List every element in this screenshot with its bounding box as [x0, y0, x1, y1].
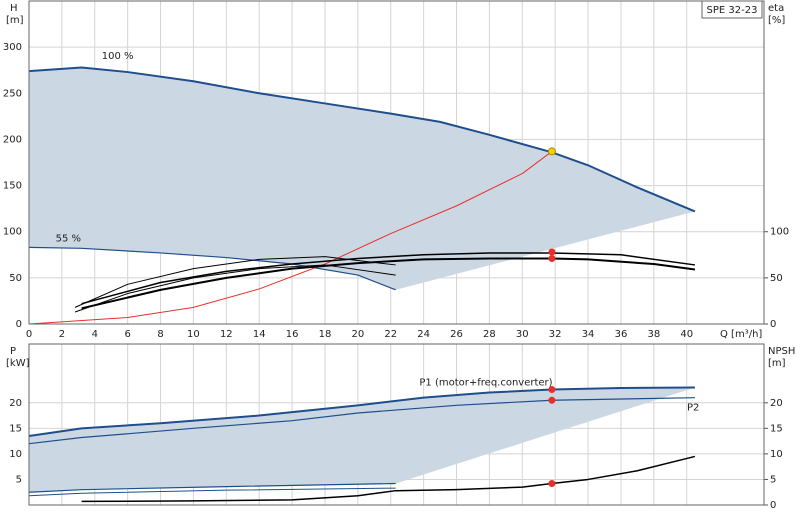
curve	[28, 246, 396, 291]
y-tick-label: 5	[16, 474, 22, 485]
series-label: P2	[687, 403, 699, 414]
y2-tick-label: 15	[770, 423, 783, 434]
curve	[28, 397, 695, 445]
y2-axis-label: eta	[768, 3, 784, 14]
y2-tick-label: 10	[770, 449, 783, 460]
x-tick-label: 40	[680, 329, 693, 340]
duty-point	[547, 147, 556, 156]
x-tick-label: 32	[549, 329, 562, 340]
chart-title: SPE 32-23	[707, 5, 758, 16]
x-tick-label: 24	[417, 329, 430, 340]
curve	[28, 386, 695, 437]
y-axis-label: P	[10, 346, 16, 357]
duty-point	[548, 248, 556, 256]
x-tick-label: 28	[483, 329, 496, 340]
x-tick-label: 26	[450, 329, 463, 340]
y2-tick-label: 20	[770, 398, 783, 409]
y2-axis-unit: [m]	[768, 358, 786, 369]
x-tick-label: 38	[647, 329, 660, 340]
y-tick-label: 15	[9, 423, 22, 434]
y2-axis-label: NPSH	[768, 346, 795, 357]
duty-point	[548, 396, 556, 404]
y-tick-label: 20	[9, 398, 22, 409]
series-label: 55 %	[56, 233, 81, 244]
curve	[74, 264, 396, 313]
plot-frame	[28, 343, 765, 506]
curve	[28, 66, 696, 213]
y-tick-label: 150	[3, 181, 22, 192]
y-tick-label: 50	[9, 273, 22, 284]
x-tick-label: 0	[26, 329, 32, 340]
x-tick-label: 8	[157, 329, 163, 340]
title-box	[701, 0, 763, 19]
series-label: P1 (motor+freq.converter)	[419, 378, 552, 389]
y-axis-unit: [kW]	[6, 358, 30, 369]
y2-axis-unit: [%]	[768, 15, 785, 26]
x-tick-label: 34	[582, 329, 595, 340]
y2-tick-label: 0	[770, 500, 776, 511]
curve	[81, 257, 696, 310]
x-tick-label: 22	[384, 329, 397, 340]
x-axis-label: Q [m³/h]	[720, 329, 762, 340]
y-tick-label: 100	[3, 227, 22, 238]
y-tick-label: 200	[3, 134, 22, 145]
curve	[28, 151, 553, 325]
y-axis-unit: [m]	[6, 15, 24, 26]
curve	[28, 482, 396, 493]
duty-point	[548, 254, 556, 262]
plot-frame	[28, 0, 765, 325]
x-tick-label: 16	[286, 329, 299, 340]
y-tick-label: 250	[3, 88, 22, 99]
curve	[81, 252, 696, 305]
y-tick-label: 300	[3, 42, 22, 53]
y2-tick-label: 50	[770, 273, 783, 284]
y2-tick-label: 100	[770, 227, 789, 238]
curve	[28, 487, 396, 497]
duty-point	[548, 385, 556, 393]
curve	[81, 455, 696, 503]
y2-tick-label: 0	[770, 319, 776, 330]
x-tick-label: 20	[351, 329, 364, 340]
duty-point	[548, 480, 556, 488]
x-tick-label: 6	[124, 329, 130, 340]
y-tick-label: 10	[9, 449, 22, 460]
x-tick-label: 18	[319, 329, 332, 340]
curve	[74, 256, 396, 308]
x-tick-label: 14	[253, 329, 266, 340]
operating-range	[29, 387, 695, 493]
y-axis-label: H	[10, 3, 18, 14]
y-tick-label: 0	[16, 319, 22, 330]
x-tick-label: 30	[516, 329, 529, 340]
x-tick-label: 2	[59, 329, 65, 340]
x-tick-label: 4	[92, 329, 98, 340]
operating-range	[29, 67, 695, 290]
series-label: 100 %	[102, 51, 134, 62]
x-tick-label: 10	[187, 329, 200, 340]
x-tick-label: 36	[615, 329, 628, 340]
y2-tick-label: 5	[770, 474, 776, 485]
x-tick-label: 12	[220, 329, 233, 340]
